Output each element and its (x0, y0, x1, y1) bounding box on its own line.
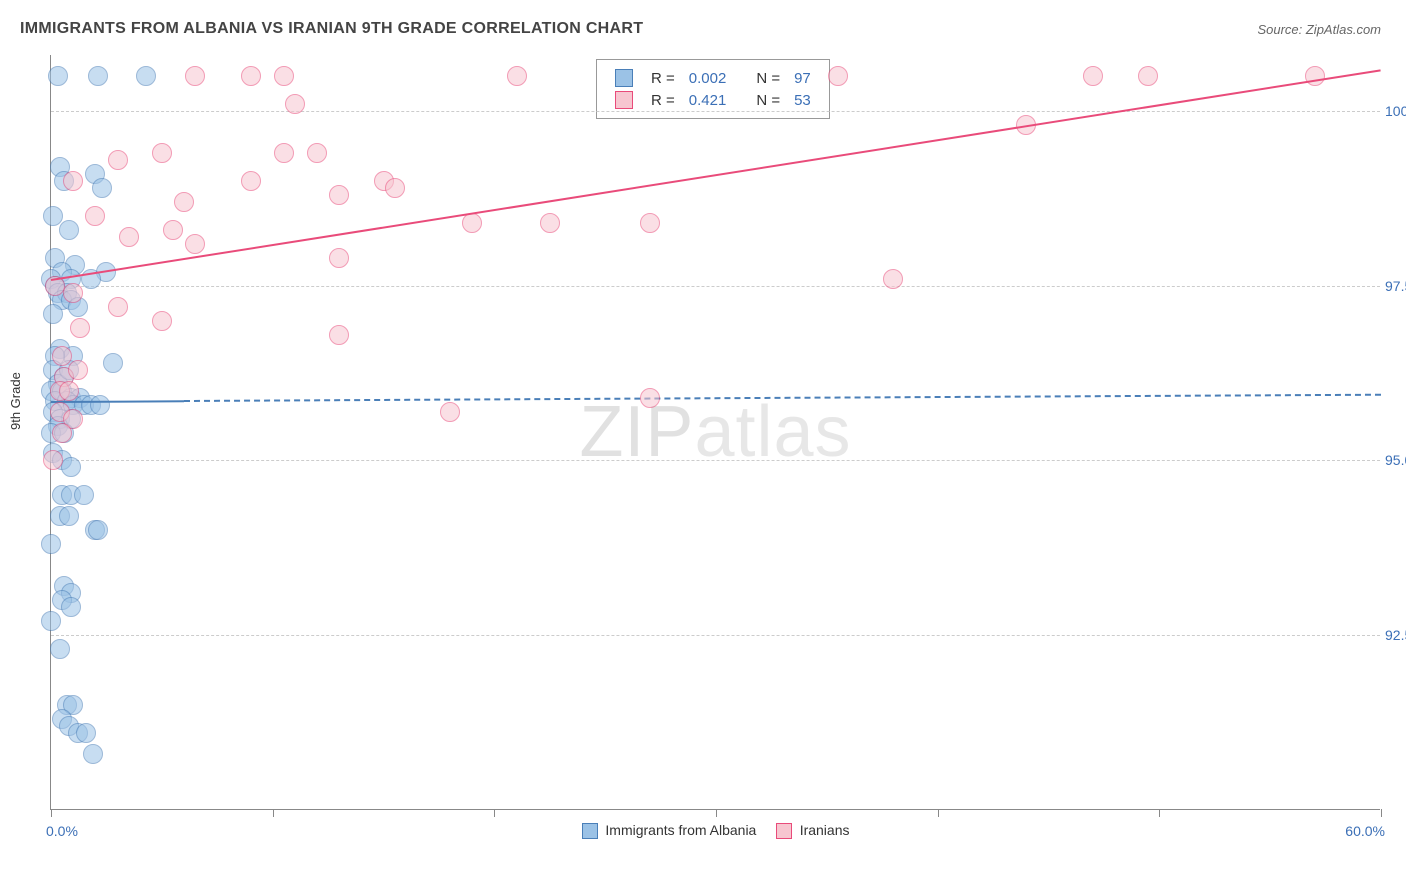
gridline (51, 635, 1380, 636)
x-tick (494, 809, 495, 817)
data-point (103, 353, 123, 373)
y-tick-label: 92.5% (1385, 627, 1406, 643)
y-tick-label: 97.5% (1385, 278, 1406, 294)
data-point (329, 248, 349, 268)
data-point (1305, 66, 1325, 86)
y-axis-label: 9th Grade (8, 372, 23, 430)
data-point (241, 171, 261, 191)
data-point (540, 213, 560, 233)
data-point (59, 506, 79, 526)
y-tick-label: 100.0% (1385, 103, 1406, 119)
data-point (285, 94, 305, 114)
data-point (61, 597, 81, 617)
x-tick (716, 809, 717, 817)
data-point (883, 269, 903, 289)
x-tick (1381, 809, 1382, 817)
data-point (640, 213, 660, 233)
plot-area: ZIPatlas 0.0% 60.0% Immigrants from Alba… (50, 55, 1380, 810)
data-point (185, 66, 205, 86)
data-point (63, 171, 83, 191)
data-point (507, 66, 527, 86)
data-point (48, 66, 68, 86)
data-point (119, 227, 139, 247)
data-point (50, 639, 70, 659)
data-point (85, 206, 105, 226)
data-point (152, 143, 172, 163)
data-point (274, 66, 294, 86)
source-label: Source: ZipAtlas.com (1257, 22, 1381, 37)
data-point (174, 192, 194, 212)
data-point (52, 423, 72, 443)
data-point (640, 388, 660, 408)
x-tick (273, 809, 274, 817)
data-point (41, 611, 61, 631)
data-point (59, 381, 79, 401)
x-axis-min-label: 0.0% (46, 823, 78, 839)
data-point (108, 297, 128, 317)
data-point (92, 178, 112, 198)
x-tick (51, 809, 52, 817)
data-point (108, 150, 128, 170)
data-point (385, 178, 405, 198)
trend-line (51, 400, 184, 403)
trend-line (184, 394, 1381, 402)
data-point (41, 534, 61, 554)
data-point (83, 744, 103, 764)
data-point (136, 66, 156, 86)
x-tick (938, 809, 939, 817)
data-point (241, 66, 261, 86)
legend-stats-table: R =0.002N =97R =0.421N =53 (607, 66, 819, 112)
data-point (90, 395, 110, 415)
legend-swatch (582, 823, 598, 839)
data-point (61, 457, 81, 477)
x-axis-max-label: 60.0% (1345, 823, 1385, 839)
gridline (51, 111, 1380, 112)
data-point (329, 325, 349, 345)
legend-series-label: Iranians (800, 822, 850, 838)
data-point (462, 213, 482, 233)
data-point (63, 283, 83, 303)
data-point (74, 485, 94, 505)
legend-bottom: Immigrants from Albania Iranians (582, 822, 850, 839)
data-point (70, 318, 90, 338)
gridline (51, 286, 1380, 287)
data-point (440, 402, 460, 422)
data-point (828, 66, 848, 86)
data-point (274, 143, 294, 163)
legend-swatch (776, 823, 792, 839)
data-point (43, 304, 63, 324)
legend-series-label: Immigrants from Albania (605, 822, 756, 838)
data-point (152, 311, 172, 331)
data-point (88, 520, 108, 540)
data-point (88, 66, 108, 86)
data-point (185, 234, 205, 254)
data-point (59, 220, 79, 240)
data-point (163, 220, 183, 240)
data-point (43, 450, 63, 470)
data-point (1083, 66, 1103, 86)
data-point (1138, 66, 1158, 86)
data-point (329, 185, 349, 205)
y-tick-label: 95.0% (1385, 452, 1406, 468)
gridline (51, 460, 1380, 461)
data-point (68, 360, 88, 380)
data-point (307, 143, 327, 163)
data-point (76, 723, 96, 743)
x-tick (1159, 809, 1160, 817)
chart-title: IMMIGRANTS FROM ALBANIA VS IRANIAN 9TH G… (20, 20, 643, 38)
